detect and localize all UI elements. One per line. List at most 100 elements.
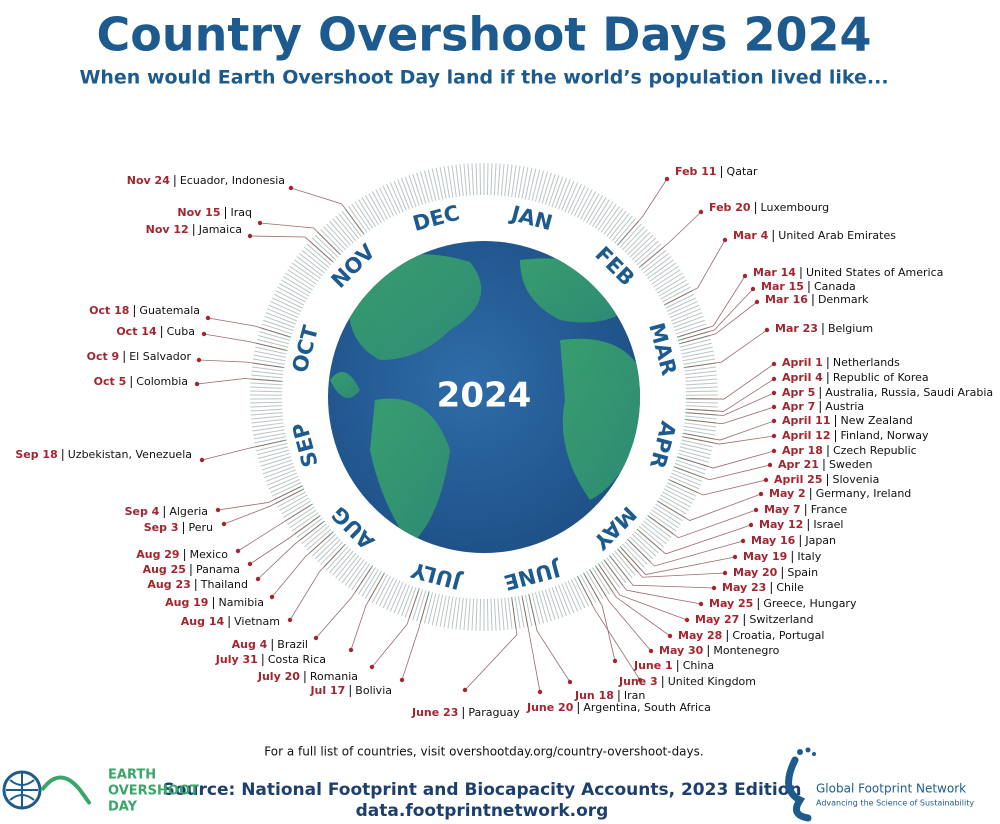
day-tick bbox=[265, 469, 296, 482]
day-tick bbox=[662, 491, 691, 508]
leader-dot bbox=[221, 521, 227, 527]
day-tick bbox=[685, 378, 718, 382]
day-tick bbox=[538, 591, 548, 623]
day-tick bbox=[606, 210, 627, 237]
entry-date: May 25 bbox=[709, 597, 753, 610]
day-tick bbox=[291, 512, 319, 532]
day-tick bbox=[638, 526, 665, 548]
day-tick bbox=[684, 370, 717, 376]
day-tick bbox=[685, 374, 718, 379]
day-tick bbox=[586, 195, 604, 224]
day-tick bbox=[455, 597, 461, 630]
leader-dot bbox=[247, 561, 253, 567]
day-tick bbox=[675, 459, 707, 471]
day-tick bbox=[294, 259, 321, 279]
leader-dot bbox=[287, 617, 293, 623]
entry-date: Apr 5 bbox=[782, 386, 815, 399]
day-tick bbox=[254, 436, 287, 444]
day-tick bbox=[256, 442, 288, 452]
entry-countries: Bolivia bbox=[355, 684, 392, 697]
leader-line bbox=[619, 550, 726, 578]
day-tick bbox=[335, 215, 357, 242]
day-tick bbox=[634, 531, 659, 554]
day-tick bbox=[364, 570, 382, 599]
leader-line bbox=[201, 440, 284, 461]
leader-dot bbox=[771, 404, 777, 410]
day-tick bbox=[251, 366, 284, 372]
leader-dot bbox=[199, 457, 205, 463]
leader-dot bbox=[537, 689, 543, 695]
day-tick bbox=[643, 520, 670, 542]
day-tick bbox=[645, 256, 672, 277]
day-tick bbox=[685, 401, 718, 404]
entry-date: May 7 bbox=[764, 503, 801, 516]
day-tick bbox=[647, 259, 674, 279]
leader-line bbox=[685, 420, 775, 441]
day-tick bbox=[541, 590, 552, 622]
day-tick bbox=[640, 523, 667, 545]
day-tick bbox=[658, 279, 687, 297]
day-tick bbox=[674, 319, 706, 332]
day-tick bbox=[631, 533, 657, 557]
entry-date: Aug 4 bbox=[232, 638, 268, 651]
entry-countries: Mexico bbox=[190, 548, 229, 561]
day-tick bbox=[629, 536, 654, 560]
day-tick bbox=[682, 354, 715, 362]
day-tick bbox=[338, 555, 360, 581]
day-tick bbox=[361, 197, 379, 225]
day-tick bbox=[283, 276, 312, 294]
day-tick bbox=[681, 350, 714, 358]
entry-date: May 23 bbox=[722, 581, 766, 594]
day-tick bbox=[597, 203, 617, 231]
entry-countries: Japan bbox=[804, 534, 836, 547]
day-tick bbox=[677, 452, 709, 463]
entry-countries: Peru bbox=[188, 521, 213, 534]
day-tick bbox=[285, 272, 313, 291]
entry-countries: Thailand bbox=[200, 578, 248, 591]
day-tick bbox=[296, 517, 323, 538]
day-tick bbox=[389, 581, 404, 612]
day-tick bbox=[357, 199, 377, 227]
day-tick bbox=[534, 170, 545, 202]
leader-line bbox=[249, 516, 319, 565]
entry-countries: Switzerland bbox=[749, 613, 813, 626]
day-tick bbox=[400, 585, 414, 617]
leader-line bbox=[666, 239, 726, 305]
day-tick bbox=[439, 167, 447, 199]
entry-date: Sep 18 bbox=[15, 448, 57, 461]
entry-date: Aug 23 bbox=[147, 578, 190, 591]
day-tick bbox=[629, 234, 654, 258]
day-tick bbox=[678, 449, 710, 460]
leader-dot bbox=[255, 576, 261, 582]
leader-line bbox=[203, 333, 285, 351]
leader-dot bbox=[462, 687, 468, 693]
leader-line bbox=[681, 301, 758, 344]
entry-date: Apr 7 bbox=[782, 400, 815, 413]
day-tick bbox=[351, 203, 371, 231]
day-tick bbox=[255, 346, 287, 355]
day-tick bbox=[267, 472, 298, 486]
entry-date: Oct 14 bbox=[116, 325, 157, 338]
day-tick bbox=[361, 569, 379, 597]
day-tick bbox=[573, 187, 590, 217]
leader-line bbox=[217, 486, 301, 511]
entry-countries: Canada bbox=[814, 280, 856, 293]
day-tick bbox=[567, 580, 582, 610]
day-tick bbox=[435, 167, 444, 200]
entry-date: July 20 bbox=[257, 670, 300, 683]
entry-countries: Uzbekistan, Venezuela bbox=[68, 448, 192, 461]
entry-countries: Romania bbox=[310, 670, 358, 683]
day-tick bbox=[253, 354, 286, 362]
day-tick bbox=[670, 472, 701, 486]
leader-line bbox=[659, 493, 762, 521]
day-tick bbox=[475, 163, 478, 196]
day-tick bbox=[252, 425, 285, 432]
leader-dot bbox=[698, 209, 704, 215]
day-tick bbox=[250, 412, 283, 416]
entry-countries: Argentina, South Africa bbox=[583, 701, 711, 714]
day-tick bbox=[320, 229, 344, 253]
day-tick bbox=[653, 506, 681, 525]
leader-dot bbox=[771, 418, 777, 424]
day-tick bbox=[423, 170, 434, 202]
day-tick bbox=[504, 597, 509, 630]
